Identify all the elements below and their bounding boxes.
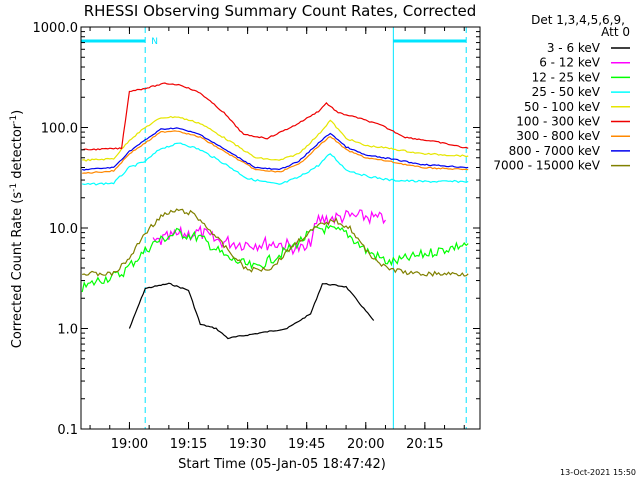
x-tick-label-1: 19:15	[170, 437, 207, 452]
x-tick-label-4: 20:00	[347, 437, 384, 452]
y-axis-label-main: Corrected Count Rate (s	[10, 192, 25, 349]
legend-label-4: 50 - 100 keV	[524, 100, 601, 114]
y-tick-label-0: 0.1	[57, 423, 78, 438]
y-tick-label-4: 1000.0	[33, 21, 79, 36]
legend-header-line2: Att 0	[601, 25, 630, 39]
x-tick-label-3: 19:45	[288, 437, 325, 452]
x-tick-label-5: 20:15	[406, 437, 443, 452]
series-line-3-6-kev	[128, 282, 375, 340]
y-tick-label-3: 100.0	[41, 122, 78, 137]
y-axis-label-mid: detector	[10, 123, 25, 183]
y-axis-label-sup1: -1	[9, 183, 19, 192]
axis-ticks: 0.1 1.0 10.0 100.0 1000.0 19:00 19:15 19:30 19:4…	[33, 21, 480, 452]
series-line-300-800-kev	[82, 130, 469, 174]
y-axis-label: Corrected Count Rate (s-1 detector-1)	[9, 110, 25, 348]
legend-label-8: 7000 - 15000 keV	[493, 159, 600, 173]
y-tick-label-2: 10.0	[49, 222, 78, 237]
x-axis-label: Start Time (05-Jan-05 18:47:42)	[178, 457, 386, 472]
series-line-100-300-kev	[81, 82, 469, 151]
legend-label-3: 25 - 50 keV	[532, 85, 601, 99]
series-line-800-7000-kev	[82, 127, 469, 171]
chart-title: RHESSI Observing Summary Count Rates, Co…	[84, 2, 477, 20]
y-axis-label-end: )	[10, 110, 25, 115]
x-tick-label-2: 19:30	[229, 437, 266, 452]
y-axis-label-sup2: -1	[9, 115, 19, 124]
series-line-7000-15000-kev	[82, 208, 469, 278]
legend-label-6: 300 - 800 keV	[516, 129, 600, 143]
night-label: N	[151, 37, 158, 47]
series-line-12-25-kev	[81, 223, 469, 293]
series-line-25-50-kev	[82, 142, 469, 186]
legend-label-0: 3 - 6 keV	[547, 41, 601, 55]
legend-label-7: 800 - 7000 keV	[509, 144, 601, 158]
series-layer	[81, 82, 469, 340]
legend-header-line1: Det 1,3,4,5,6,9,	[531, 13, 625, 27]
series-line-50-100-kev	[82, 115, 469, 162]
x-tick-label-0: 19:00	[111, 437, 148, 452]
y-tick-label-1: 1.0	[57, 323, 78, 338]
legend-label-5: 100 - 300 keV	[516, 115, 600, 129]
legend-label-1: 6 - 12 keV	[539, 56, 601, 70]
legend-label-2: 12 - 25 keV	[532, 70, 601, 84]
footer-timestamp: 13-Oct-2021 15:50	[560, 468, 636, 477]
